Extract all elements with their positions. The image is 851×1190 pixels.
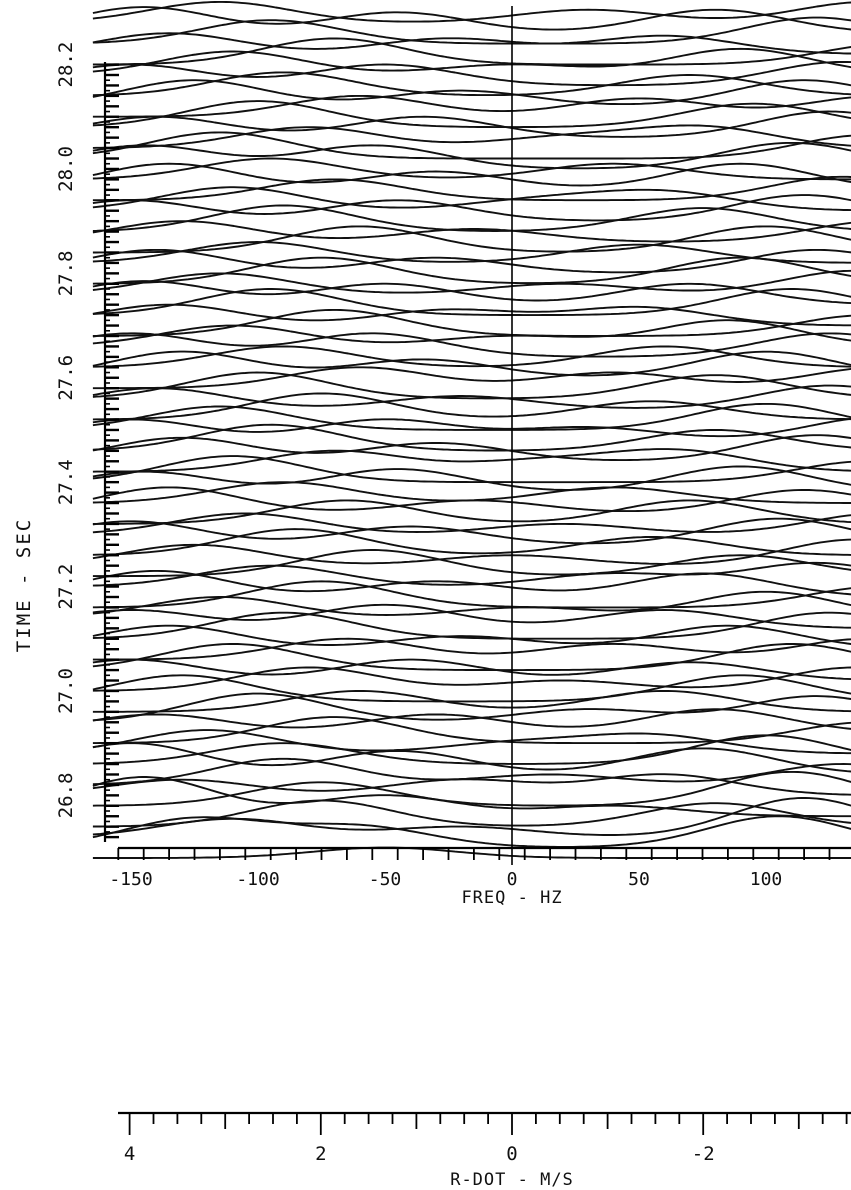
spectrum-trace: [92, 384, 851, 409]
axes: 26.8 27.0 27.2 27.4 27.6 27.8 28.0 28.2 -150 -100…: [55, 42, 851, 1165]
spectrum-trace: [92, 708, 851, 730]
spectrum-trace: [92, 729, 851, 755]
spectrum-trace: [92, 846, 851, 859]
x-axis-title: FREQ - HZ: [461, 888, 562, 908]
spectrum-trace: [92, 157, 851, 181]
y-tick-label: 27.6: [55, 355, 77, 401]
spectrum-trace: [92, 124, 851, 149]
y-tick-label: 27.0: [55, 668, 77, 714]
spectrum-trace: [92, 47, 851, 73]
x2-tick-label: 4: [124, 1143, 135, 1165]
x2-tick-label: -2: [692, 1143, 715, 1165]
y-tick-label: 28.0: [55, 146, 77, 192]
spectrum-trace: [92, 131, 851, 160]
spectrum-trace: [92, 280, 851, 305]
y-axis-title: TIME - SEC: [13, 518, 35, 652]
spectrum-traces: [92, 0, 851, 859]
x-tick-label: -100: [236, 869, 279, 890]
x-tick-label: 50: [628, 869, 650, 890]
spectrum-trace: [92, 186, 851, 212]
y-tick-label: 27.2: [55, 564, 77, 610]
x-tick-label: 100: [750, 869, 783, 890]
spectrum-trace: [92, 288, 851, 317]
x2-tick-label: 2: [315, 1143, 326, 1165]
spectrum-trace: [92, 637, 851, 661]
x-tick-label: -150: [109, 869, 152, 890]
spectrum-trace: [92, 666, 851, 692]
y-tick-label: 28.2: [55, 42, 77, 88]
spectrum-trace: [92, 448, 851, 473]
x2-axis-title: R-DOT - M/S: [450, 1170, 574, 1190]
spectrum-trace: [92, 499, 851, 525]
spectrum-trace: [92, 674, 851, 703]
x-tick-label: 0: [507, 869, 518, 890]
x-tick-label: -50: [369, 869, 402, 890]
x2-tick-label: 0: [506, 1143, 517, 1165]
y-tick-label: 27.4: [55, 459, 77, 505]
y-tick-label: 27.8: [55, 251, 77, 297]
spectrum-trace: [92, 79, 851, 106]
y-tick-label: 26.8: [55, 773, 77, 819]
spectrum-trace: [92, 481, 851, 504]
